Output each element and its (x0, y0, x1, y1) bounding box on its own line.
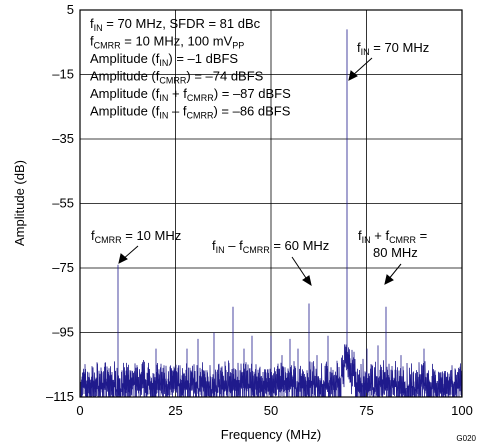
x-tick-label: 75 (359, 403, 373, 418)
x-tick-label: 0 (76, 403, 83, 418)
y-tick-label: –35 (52, 131, 74, 146)
y-tick-label: –115 (46, 389, 74, 404)
y-tick-label: –75 (52, 260, 74, 275)
y-tick-label: –55 (52, 196, 74, 211)
arrowhead-sum (384, 274, 394, 285)
figure-code: G020 (456, 434, 476, 443)
annotation-sum-line1: fIN + fCMRR = (358, 228, 427, 245)
y-tick-labels: 5 –15 –35 –55 –75 –95 –115 (46, 2, 74, 404)
x-tick-label: 25 (168, 403, 182, 418)
info-box-line: Amplitude (fCMRR) = –74 dBFS (90, 69, 264, 86)
y-axis-label: Amplitude (dB) (12, 160, 27, 246)
x-tick-label: 100 (451, 403, 473, 418)
plot-frame (79, 9, 463, 398)
arrowhead-fin (348, 70, 358, 81)
y-tick-label: –15 (52, 67, 74, 82)
x-tick-label: 50 (264, 403, 278, 418)
y-tick-label: 5 (67, 2, 74, 17)
x-axis-label: Frequency (MHz) (221, 427, 321, 442)
info-box-line: Amplitude (fIN) = –1 dBFS (90, 51, 238, 68)
x-tick-labels: 0 25 50 75 100 (76, 403, 472, 418)
arrowhead-fcmrr (118, 253, 128, 264)
annotation-arrows (118, 57, 402, 287)
arrow-diff (291, 256, 309, 282)
annotation-fin: fIN = 70 MHz (357, 40, 429, 57)
annotation-fcmrr: fCMRR = 10 MHz (91, 228, 181, 245)
y-tick-label: –95 (52, 325, 74, 340)
info-box-line: Amplitude (fIN + fCMRR) = –87 dBFS (90, 86, 291, 103)
annotation-diff: fIN – fCMRR = 60 MHz (212, 238, 329, 255)
annotation-sum-line2: 80 MHz (373, 245, 418, 260)
arrowhead-diff (302, 275, 312, 287)
info-box-line: fCMRR = 10 MHz, 100 mVPP (90, 34, 244, 51)
info-box-line: Amplitude (fIN – fCMRR) = –86 dBFS (90, 104, 291, 121)
spectrum-trace (80, 29, 462, 398)
info-box-line: fIN = 70 MHz, SFDR = 81 dBc (90, 16, 261, 33)
arrow-fin (351, 57, 373, 77)
